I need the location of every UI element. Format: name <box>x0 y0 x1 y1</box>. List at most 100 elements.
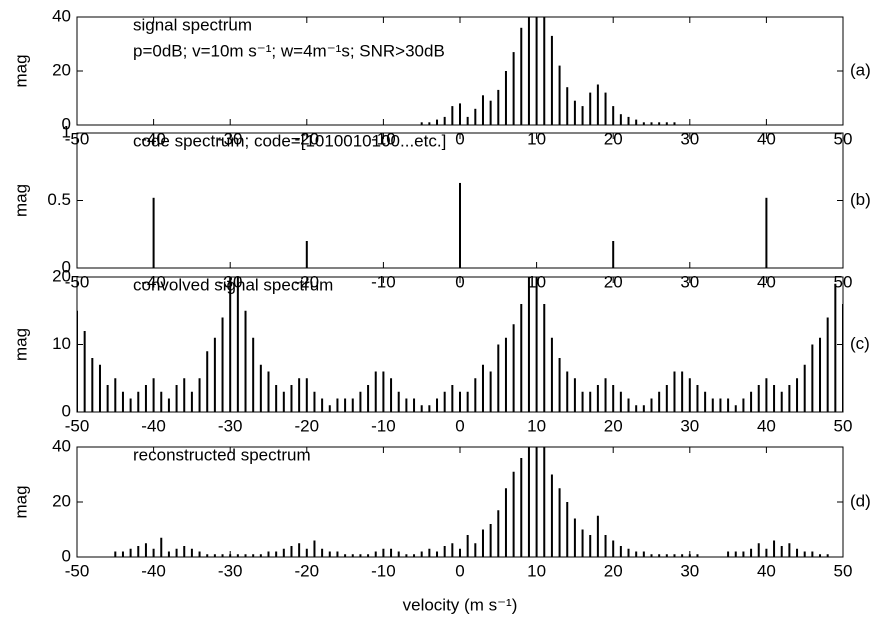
bar <box>826 317 829 412</box>
bar <box>175 385 178 412</box>
bar <box>665 122 668 125</box>
bar <box>535 277 538 412</box>
x-tick-label: -30 <box>218 561 243 580</box>
bar <box>504 488 507 557</box>
bar <box>183 546 186 557</box>
bar <box>420 122 423 125</box>
bar <box>336 398 339 412</box>
bar <box>627 398 630 412</box>
bar <box>750 391 753 412</box>
bar <box>550 35 553 125</box>
bar <box>826 554 829 557</box>
y-tick-label: 1 <box>62 122 71 141</box>
bar <box>750 548 753 557</box>
bar <box>160 391 163 412</box>
bar <box>566 371 569 412</box>
y-tick-label: 0 <box>62 401 71 420</box>
bar <box>152 197 155 268</box>
bar <box>642 551 645 557</box>
bar <box>696 385 699 412</box>
y-tick-label: 20 <box>52 266 71 285</box>
bar <box>727 398 730 412</box>
bar <box>244 554 247 557</box>
x-tick-label: 0 <box>455 561 464 580</box>
bar <box>459 182 461 268</box>
bar <box>558 488 561 557</box>
bar <box>803 364 806 412</box>
bar <box>665 554 668 557</box>
x-tick-label: 50 <box>834 416 853 435</box>
bar <box>428 548 431 557</box>
bar <box>451 385 454 412</box>
bar <box>497 344 500 412</box>
bar <box>221 554 224 557</box>
x-tick-label: -10 <box>371 416 396 435</box>
bar <box>627 548 630 557</box>
bar <box>290 385 293 412</box>
panel-label: (c) <box>850 334 870 353</box>
bar <box>167 398 170 412</box>
bar <box>803 551 806 557</box>
bar <box>527 447 530 557</box>
bar <box>612 540 615 557</box>
bar <box>466 116 469 125</box>
y-tick-label: 0 <box>62 114 71 133</box>
bar <box>635 405 638 412</box>
bar <box>114 551 117 557</box>
bar <box>451 543 454 557</box>
x-axis-label: velocity (m s⁻¹) <box>403 595 518 614</box>
bar <box>612 241 615 268</box>
y-tick-label: 0 <box>62 257 71 276</box>
x-tick-label: -20 <box>295 416 320 435</box>
bar <box>390 548 393 557</box>
bar <box>160 537 163 557</box>
x-tick-label: -40 <box>141 416 166 435</box>
x-tick-label: -30 <box>218 416 243 435</box>
bar <box>711 398 714 412</box>
bar <box>98 364 101 412</box>
bar <box>229 277 232 412</box>
bar <box>367 554 370 557</box>
bar <box>275 551 278 557</box>
bar <box>428 405 431 412</box>
bar <box>558 65 561 125</box>
panel-subtitle: p=0dB; v=10m s⁻¹; w=4m⁻¹s; SNR>30dB <box>133 41 445 60</box>
bar <box>520 27 523 125</box>
x-tick-label: 30 <box>680 416 699 435</box>
bar <box>466 535 469 557</box>
bar <box>604 378 607 412</box>
bar <box>305 241 308 268</box>
bar <box>344 554 347 557</box>
bar <box>481 95 484 125</box>
bar <box>566 502 569 557</box>
bar <box>282 391 285 412</box>
bar <box>390 378 393 412</box>
bar <box>121 391 124 412</box>
bar <box>259 554 262 557</box>
bar <box>328 405 331 412</box>
x-tick-label: 10 <box>527 416 546 435</box>
panel-title: reconstructed spectrum <box>133 445 311 464</box>
x-tick-label: 10 <box>527 561 546 580</box>
bar <box>727 551 730 557</box>
panel-label: (d) <box>850 491 871 510</box>
bar <box>604 535 607 557</box>
bar <box>796 378 799 412</box>
bar <box>635 551 638 557</box>
bar <box>650 122 653 125</box>
bar <box>497 89 500 125</box>
bar <box>436 551 439 557</box>
bar <box>619 546 622 557</box>
bar <box>589 391 592 412</box>
bar <box>190 548 193 557</box>
y-axis-label: mag <box>11 54 30 87</box>
bar <box>405 554 408 557</box>
bar <box>152 378 155 412</box>
bar <box>681 554 684 557</box>
bar <box>834 283 837 412</box>
bar <box>298 543 301 557</box>
bar <box>581 391 584 412</box>
bar <box>474 378 477 412</box>
bar <box>244 310 247 412</box>
